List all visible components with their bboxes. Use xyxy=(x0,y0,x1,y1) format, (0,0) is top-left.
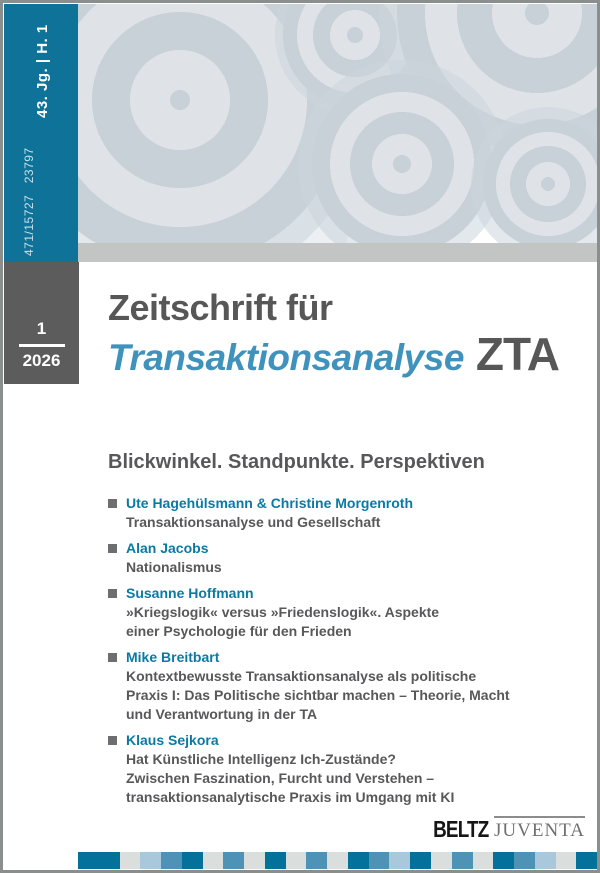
mosaic-square xyxy=(119,852,141,869)
bullet-square-icon xyxy=(108,653,117,662)
article-item: Klaus Sejkora Hat Künstliche Intelligenz… xyxy=(108,731,586,807)
mosaic-square xyxy=(431,852,452,869)
mosaic-square xyxy=(514,852,535,869)
bullet-square-icon xyxy=(108,499,117,508)
mosaic-square xyxy=(410,852,431,869)
article-authors: Alan Jacobs xyxy=(126,540,209,556)
mosaic-square xyxy=(451,852,473,869)
article-title-line: einer Psychologie für den Frieden xyxy=(126,623,352,639)
issue-box: 1 2026 xyxy=(4,262,79,384)
mosaic-square xyxy=(472,852,494,869)
article-item: Alan Jacobs Nationalismus xyxy=(108,539,586,577)
mosaic-square xyxy=(576,852,597,869)
bullet-square-icon xyxy=(108,736,117,745)
article-text: Mike Breitbart Kontextbewusste Transakti… xyxy=(126,648,510,724)
mosaic-square xyxy=(368,852,390,869)
mosaic-square xyxy=(264,852,286,869)
article-title-line: und Verantwortung in der TA xyxy=(126,706,318,722)
footer-mosaic-strip xyxy=(78,852,597,869)
mosaic-square xyxy=(140,852,162,869)
spine-issue-label: 43. Jg. | H. 1 xyxy=(34,24,51,118)
mosaic-square xyxy=(78,852,120,869)
article-title-line: Kontextbewusste Transaktionsanalyse als … xyxy=(126,668,477,684)
mosaic-square xyxy=(493,852,515,869)
mosaic-square xyxy=(285,852,307,869)
mosaic-square xyxy=(202,852,224,869)
article-title-line: Praxis I: Das Politische sichtbar machen… xyxy=(126,687,510,703)
issue-number: 1 xyxy=(36,319,47,338)
article-authors: Ute Hagehülsmann & Christine Morgenroth xyxy=(126,495,414,511)
mosaic-square xyxy=(534,852,556,869)
article-title-line: Nationalismus xyxy=(126,559,222,575)
article-authors: Klaus Sejkora xyxy=(126,732,219,748)
article-title-line: Zwischen Faszination, Furcht und Versteh… xyxy=(126,770,435,786)
mosaic-square xyxy=(161,852,182,869)
article-list: Ute Hagehülsmann & Christine Morgenroth … xyxy=(108,494,586,814)
masthead: Zeitschrift für Transaktionsanalyse ZTA xyxy=(108,286,560,383)
bullet-square-icon xyxy=(108,589,117,598)
article-title-line: transaktionsanalytische Praxis im Umgang… xyxy=(126,789,455,805)
journal-title-line2: Transaktionsanalyse ZTA xyxy=(108,328,560,383)
header-divider-band xyxy=(78,243,597,262)
spine-bar: 43. Jg. | H. 1 471/15727 23797 xyxy=(4,4,78,262)
fraction-line xyxy=(18,344,65,347)
journal-abbreviation: ZTA xyxy=(475,328,560,380)
journal-title-line1: Zeitschrift für xyxy=(108,287,333,328)
mosaic-square xyxy=(555,852,577,869)
article-item: Mike Breitbart Kontextbewusste Transakti… xyxy=(108,648,586,724)
publisher-beltz-wordmark: BELTZ xyxy=(432,816,489,842)
mosaic-square xyxy=(306,852,328,869)
article-authors: Mike Breitbart xyxy=(126,649,220,665)
article-title-line: Transaktionsanalyse und Gesellschaft xyxy=(126,514,381,530)
article-text: Ute Hagehülsmann & Christine Morgenroth … xyxy=(126,494,413,532)
article-title-line: Hat Künstliche Intelligenz Ich-Zustände? xyxy=(126,751,396,767)
mosaic-square xyxy=(327,852,348,869)
article-text: Susanne Hoffmann »Kriegslogik« versus »F… xyxy=(126,584,439,641)
mosaic-square xyxy=(181,852,203,869)
publisher-juventa-wordmark: JUVENTA xyxy=(494,816,585,842)
article-title-line: »Kriegslogik« versus »Friedenslogik«. As… xyxy=(126,604,440,620)
header-circles-artwork xyxy=(78,4,597,243)
article-text: Alan Jacobs Nationalismus xyxy=(126,539,222,577)
mosaic-square xyxy=(244,852,265,869)
bullseye-circle-decor xyxy=(297,59,507,243)
journal-title-main: Transaktionsanalyse xyxy=(108,337,464,378)
issue-year: 2026 xyxy=(22,351,61,370)
article-item: Susanne Hoffmann »Kriegslogik« versus »F… xyxy=(108,584,586,641)
bullseye-circle-decor xyxy=(470,106,597,243)
spine-issn-label: 471/15727 23797 xyxy=(22,147,36,256)
issue-theme-title: Blickwinkel. Standpunkte. Perspektiven xyxy=(108,451,485,473)
article-item: Ute Hagehülsmann & Christine Morgenroth … xyxy=(108,494,586,532)
article-text: Klaus Sejkora Hat Künstliche Intelligenz… xyxy=(126,731,454,807)
mosaic-square xyxy=(347,852,369,869)
article-authors: Susanne Hoffmann xyxy=(126,585,254,601)
mosaic-square xyxy=(223,852,245,869)
publisher-logo: BELTZ JUVENTA xyxy=(421,816,585,842)
mosaic-square xyxy=(389,852,411,869)
bullet-square-icon xyxy=(108,544,117,553)
